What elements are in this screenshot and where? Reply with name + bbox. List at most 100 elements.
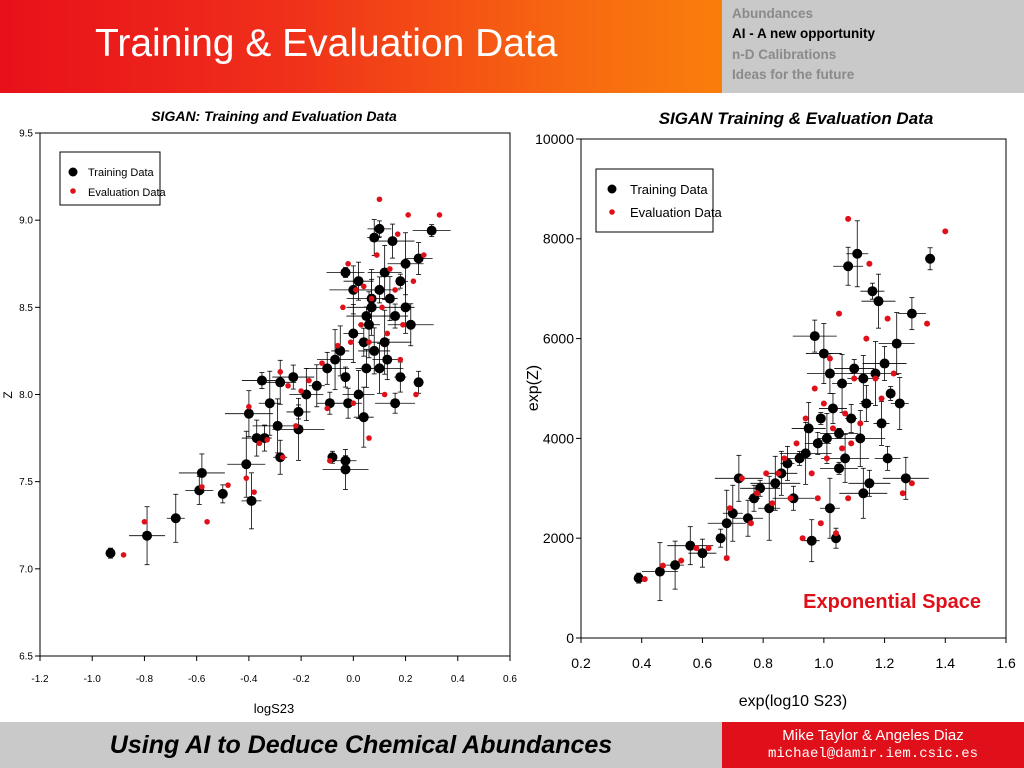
training-data-point <box>301 389 312 400</box>
chart-right-error-bars <box>634 220 936 602</box>
y-tick-label: 8.0 <box>19 390 33 401</box>
evaluation-data-point <box>820 400 827 407</box>
chart-left-marks <box>105 196 443 559</box>
evaluation-data-point <box>256 440 263 447</box>
training-data-point <box>840 453 851 464</box>
footer-email[interactable]: michael@damir.iem.csic.es <box>767 746 979 762</box>
chart-right-legend-box <box>595 168 714 233</box>
x-tick-label: -1.2 <box>31 674 49 685</box>
evaluation-data-point <box>120 552 127 558</box>
training-data-point <box>361 311 372 322</box>
x-tick-label: 0.6 <box>503 674 517 685</box>
training-data-point <box>400 258 411 269</box>
training-data-point <box>217 488 228 499</box>
nav-item-nd-calibrations[interactable]: n-D Calibrations <box>732 47 837 62</box>
training-data-point <box>390 398 401 409</box>
training-data-point <box>382 354 393 365</box>
chart-right-title: SIGAN Training & Evaluation Data <box>659 109 934 128</box>
training-data-point <box>343 398 354 409</box>
evaluation-data-point <box>726 505 733 512</box>
training-data-point <box>885 388 896 399</box>
evaluation-data-point <box>264 437 270 443</box>
training-data-point <box>858 488 869 499</box>
nav-item-ideas-future[interactable]: Ideas for the future <box>732 67 855 82</box>
training-data-point <box>384 293 395 304</box>
evaluation-data-point <box>799 535 806 542</box>
evaluation-data-point <box>678 557 685 564</box>
training-data-point <box>770 478 781 489</box>
training-data-point <box>275 377 286 388</box>
evaluation-data-point <box>851 375 858 382</box>
training-data-point <box>374 284 385 295</box>
evaluation-data-point <box>839 445 846 452</box>
evaluation-data-point <box>826 355 833 362</box>
evaluation-data-point <box>769 500 776 507</box>
chart-right-ylabel: exp(Z) <box>525 365 542 411</box>
chart-left-legend-training-label: Training Data <box>88 167 155 179</box>
training-data-point <box>812 438 823 449</box>
training-data-point <box>809 331 820 342</box>
training-data-point <box>685 540 696 551</box>
evaluation-data-point <box>345 260 351 267</box>
footer-authors: Mike Taylor & Angeles Diaz <box>782 727 964 744</box>
evaluation-data-point <box>814 495 821 502</box>
evaluation-data-point <box>360 283 367 290</box>
training-data-point <box>831 533 841 544</box>
training-data-point <box>858 373 869 384</box>
training-data-point <box>697 548 708 559</box>
evaluation-data-point <box>405 212 411 218</box>
chart-left-legend-eval-label: Evaluation Data <box>88 187 167 199</box>
training-data-point <box>891 338 902 349</box>
training-data-point <box>272 420 283 431</box>
chart-left-ticks: -1.2 -1.0 -0.8 -0.6 -0.4 -0.2 0.0 0.2 0.4 0.6 6.5 7… <box>19 129 517 686</box>
y-tick-label: 9.0 <box>19 216 33 227</box>
training-data-point <box>353 389 364 400</box>
y-tick-label: 8.5 <box>19 303 33 314</box>
evaluation-data-point <box>347 339 354 345</box>
nav-item-ai-opportunity[interactable]: AI - A new opportunity <box>732 26 875 41</box>
x-tick-label: 1.0 <box>814 655 834 671</box>
evaluation-data-point <box>775 470 782 477</box>
chart-left-error-bars <box>106 219 451 566</box>
x-tick-label: -0.8 <box>136 674 154 685</box>
y-tick-label: 7.0 <box>19 564 33 575</box>
evaluation-data-point <box>823 455 830 462</box>
training-data-point <box>293 406 304 417</box>
training-data-point <box>900 473 911 484</box>
training-data-point <box>374 363 385 374</box>
y-tick-label: 9.5 <box>19 129 33 140</box>
evaluation-data-point <box>748 520 754 527</box>
training-data-point <box>256 375 267 386</box>
chart-right-annotation: Exponential Space <box>803 591 981 613</box>
training-data-point <box>426 225 437 236</box>
training-data-point <box>846 413 857 424</box>
evaluation-data-point <box>659 562 666 569</box>
nav-item-abundances[interactable]: Abundances <box>732 6 814 21</box>
section-nav: Abundances AI - A new opportunity n-D Ca… <box>722 0 1024 93</box>
training-data-point <box>387 236 398 247</box>
training-data-point <box>855 433 866 444</box>
training-data-point <box>670 560 681 571</box>
x-tick-label: 1.6 <box>996 655 1016 671</box>
evaluation-data-point <box>366 339 372 345</box>
evaluation-data-point <box>857 420 864 427</box>
x-tick-label: 0.4 <box>632 655 652 671</box>
evaluation-data-point <box>705 545 712 552</box>
training-data-point <box>361 363 372 374</box>
evaluation-data-point <box>246 403 252 410</box>
evaluation-data-point <box>924 320 931 327</box>
training-data-point <box>803 423 814 434</box>
evaluation-data-point <box>863 335 870 342</box>
training-data-point <box>721 518 732 529</box>
training-data-point <box>834 463 845 474</box>
evaluation-data-point <box>723 555 730 562</box>
training-data-point <box>288 372 299 383</box>
training-data-point <box>330 354 341 365</box>
chart-left-legend-training-marker <box>68 167 78 177</box>
chart-left-title: SIGAN: Training and Evaluation Data <box>151 108 397 124</box>
training-data-point <box>870 368 881 379</box>
x-tick-label: 0.0 <box>346 674 360 685</box>
x-tick-label: 0.2 <box>399 674 413 685</box>
evaluation-data-point <box>204 518 210 525</box>
training-data-point <box>369 345 380 356</box>
